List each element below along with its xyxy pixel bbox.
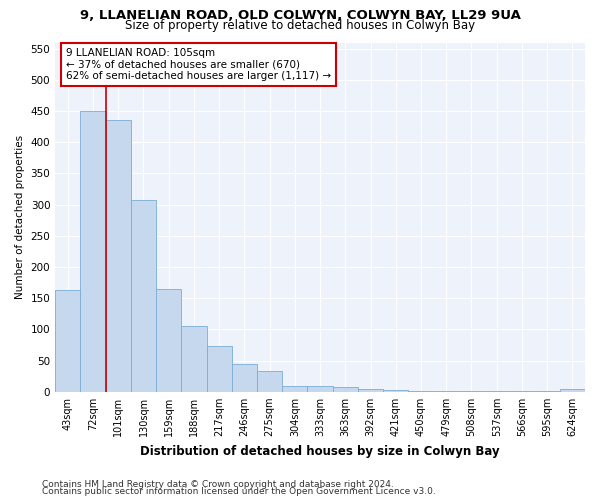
Bar bbox=[409, 390, 434, 392]
Bar bbox=[383, 390, 409, 392]
Bar bbox=[257, 371, 282, 392]
Bar bbox=[459, 390, 484, 392]
X-axis label: Distribution of detached houses by size in Colwyn Bay: Distribution of detached houses by size … bbox=[140, 444, 500, 458]
Bar bbox=[232, 364, 257, 392]
Bar bbox=[55, 290, 80, 392]
Bar bbox=[131, 200, 156, 392]
Bar bbox=[80, 111, 106, 392]
Bar bbox=[484, 390, 509, 392]
Bar bbox=[206, 346, 232, 392]
Text: Size of property relative to detached houses in Colwyn Bay: Size of property relative to detached ho… bbox=[125, 19, 475, 32]
Bar bbox=[106, 120, 131, 392]
Text: Contains HM Land Registry data © Crown copyright and database right 2024.: Contains HM Land Registry data © Crown c… bbox=[42, 480, 394, 489]
Bar bbox=[560, 388, 585, 392]
Bar bbox=[434, 390, 459, 392]
Bar bbox=[332, 387, 358, 392]
Bar bbox=[307, 386, 332, 392]
Text: Contains public sector information licensed under the Open Government Licence v3: Contains public sector information licen… bbox=[42, 487, 436, 496]
Bar bbox=[282, 386, 307, 392]
Bar bbox=[358, 390, 383, 392]
Text: 9, LLANELIAN ROAD, OLD COLWYN, COLWYN BAY, LL29 9UA: 9, LLANELIAN ROAD, OLD COLWYN, COLWYN BA… bbox=[80, 9, 520, 22]
Bar bbox=[535, 390, 560, 392]
Y-axis label: Number of detached properties: Number of detached properties bbox=[15, 135, 25, 299]
Bar bbox=[509, 390, 535, 392]
Bar bbox=[156, 289, 181, 392]
Text: 9 LLANELIAN ROAD: 105sqm
← 37% of detached houses are smaller (670)
62% of semi-: 9 LLANELIAN ROAD: 105sqm ← 37% of detach… bbox=[66, 48, 331, 81]
Bar bbox=[181, 326, 206, 392]
